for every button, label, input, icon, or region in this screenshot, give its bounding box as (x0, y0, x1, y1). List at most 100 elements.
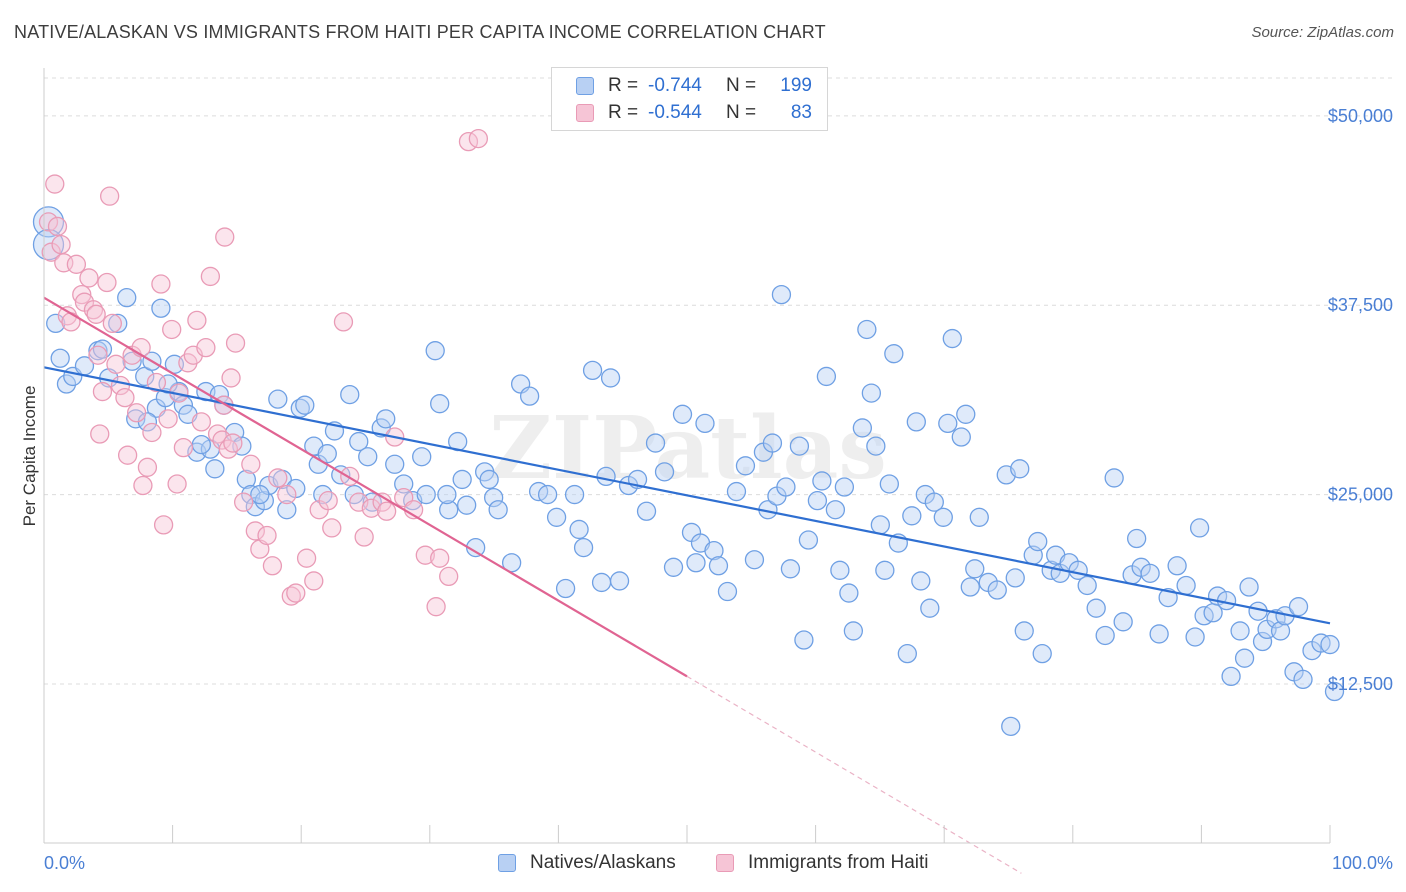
data-point (88, 345, 108, 365)
data-point (313, 484, 333, 505)
y-tick-label: $25,000 (1328, 485, 1393, 505)
data-point (99, 186, 120, 206)
data-point (79, 268, 99, 288)
data-point (1270, 621, 1291, 641)
data-point (695, 413, 715, 434)
data-point (816, 366, 837, 387)
data-point (636, 501, 657, 521)
data-point (857, 319, 877, 340)
data-point (555, 578, 576, 599)
data-point (277, 500, 297, 520)
data-point (830, 560, 850, 580)
data-point (488, 500, 508, 520)
data-point (385, 454, 405, 474)
data-point (233, 492, 254, 512)
data-point (1189, 518, 1210, 538)
data-point (225, 333, 246, 353)
watermark: ZIPatlas (489, 398, 887, 499)
legend-n-label: N = (726, 102, 757, 123)
data-point (151, 274, 171, 294)
data-point (902, 506, 922, 526)
data-point (708, 556, 729, 576)
legend-n-value: 199 (780, 75, 812, 96)
data-point (596, 466, 616, 487)
data-point (137, 457, 158, 477)
data-point (1221, 666, 1241, 687)
data-point (965, 559, 985, 579)
data-point (852, 418, 873, 438)
data-point (41, 242, 61, 262)
data-point (839, 583, 859, 603)
data-point (1104, 468, 1124, 488)
data-point (61, 312, 81, 332)
data-point (1086, 598, 1106, 618)
data-point (452, 469, 472, 490)
data-point (205, 459, 225, 479)
data-point (834, 477, 855, 497)
data-point (245, 521, 265, 541)
data-point (951, 427, 971, 447)
data-point (117, 288, 137, 308)
data-point (262, 556, 283, 576)
data-point (362, 492, 382, 512)
bottom-legend-natives: Natives/Alaskans (498, 852, 676, 874)
data-point (437, 484, 457, 505)
data-point (645, 433, 666, 453)
data-point (519, 386, 540, 406)
data-point (1230, 621, 1250, 641)
data-point (173, 437, 194, 458)
x-tick-label-start: 0.0% (44, 853, 85, 873)
data-point (126, 403, 147, 423)
data-point (295, 395, 315, 415)
data-point (1252, 631, 1273, 652)
data-point (1176, 575, 1196, 596)
data-point (92, 381, 113, 402)
legend-n-label: N = (726, 75, 757, 96)
data-point (870, 515, 890, 535)
data-point (798, 530, 819, 550)
data-point (1234, 648, 1255, 668)
data-point (46, 313, 66, 334)
data-point (776, 477, 796, 497)
legend-row-haiti: R = -0.544 N = 83 (576, 101, 812, 125)
trend-lines (43, 296, 1331, 874)
data-point (591, 572, 612, 593)
data-point (223, 433, 243, 453)
legend-r-label: R = (608, 75, 639, 96)
x-tick-label-end: 100.0% (1332, 853, 1393, 873)
trend-line-natives (43, 366, 1331, 625)
legend-r-value: -0.744 (648, 75, 702, 96)
data-point (72, 284, 92, 305)
data-point (938, 413, 958, 434)
data-point (1127, 528, 1147, 549)
data-point (268, 468, 288, 488)
data-point (987, 580, 1007, 600)
data-point (425, 341, 445, 361)
data-point (663, 557, 684, 577)
data-point (416, 484, 436, 505)
data-point (1185, 627, 1205, 647)
data-point (317, 444, 337, 464)
data-point (200, 266, 221, 287)
data-point (794, 630, 814, 650)
data-point (115, 387, 135, 408)
data-point (1077, 575, 1097, 596)
data-point (920, 598, 940, 618)
data-point (50, 348, 70, 368)
data-point (906, 412, 926, 432)
data-point (1005, 568, 1025, 588)
data-point (762, 433, 783, 453)
y-axis-label: Per Capita Income (20, 386, 39, 527)
legend-r-label: R = (608, 102, 639, 123)
data-point (1095, 625, 1115, 646)
data-point (924, 492, 944, 512)
bottom-legend-swatch-blue (498, 854, 516, 872)
data-point (439, 566, 459, 587)
data-point (726, 481, 747, 502)
data-point (106, 354, 126, 374)
data-point (609, 571, 630, 591)
data-point (1010, 459, 1030, 479)
data-point (102, 313, 122, 334)
data-point (884, 344, 904, 364)
data-point (1028, 531, 1048, 552)
